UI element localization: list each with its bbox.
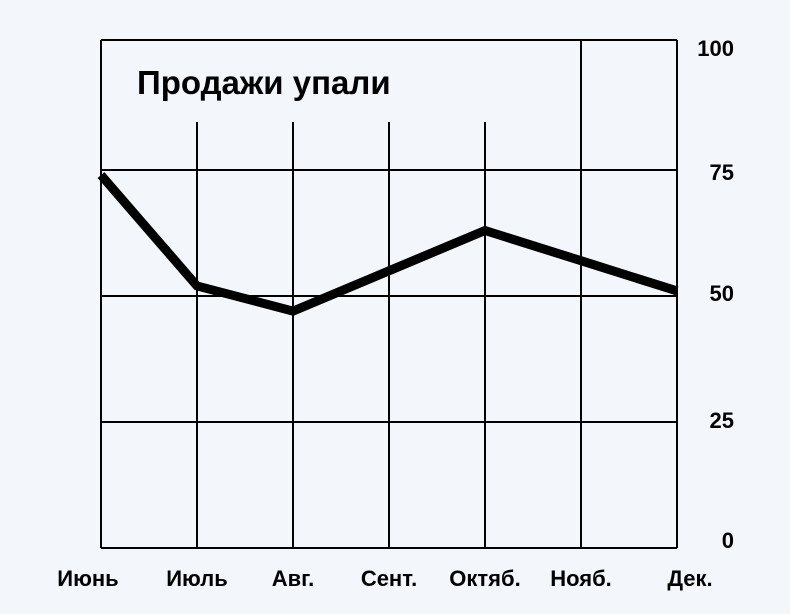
x-tick-label: Июнь (57, 566, 118, 591)
y-tick-label: 0 (722, 528, 734, 553)
series (97, 172, 679, 316)
x-tick-label: Июль (166, 566, 228, 591)
y-tick-label: 100 (697, 36, 734, 61)
sales-line (97, 172, 679, 316)
x-tick-label: Октяб. (449, 566, 520, 591)
y-tick-label: 50 (710, 281, 734, 306)
y-tick-label: 75 (710, 160, 734, 185)
y-tick-labels: 0 25 50 75 100 (697, 36, 734, 553)
y-tick-label: 25 (710, 408, 734, 433)
chart-title: Продажи упали (137, 64, 391, 101)
x-tick-label: Сент. (361, 566, 417, 591)
x-tick-label: Дек. (667, 566, 712, 591)
grid (100, 39, 678, 549)
x-tick-label: Авг. (272, 566, 315, 591)
x-tick-labels: Июнь Июль Авг. Сент. Октяб. Нояб. Дек. (57, 566, 712, 591)
x-tick-label: Нояб. (550, 566, 612, 591)
